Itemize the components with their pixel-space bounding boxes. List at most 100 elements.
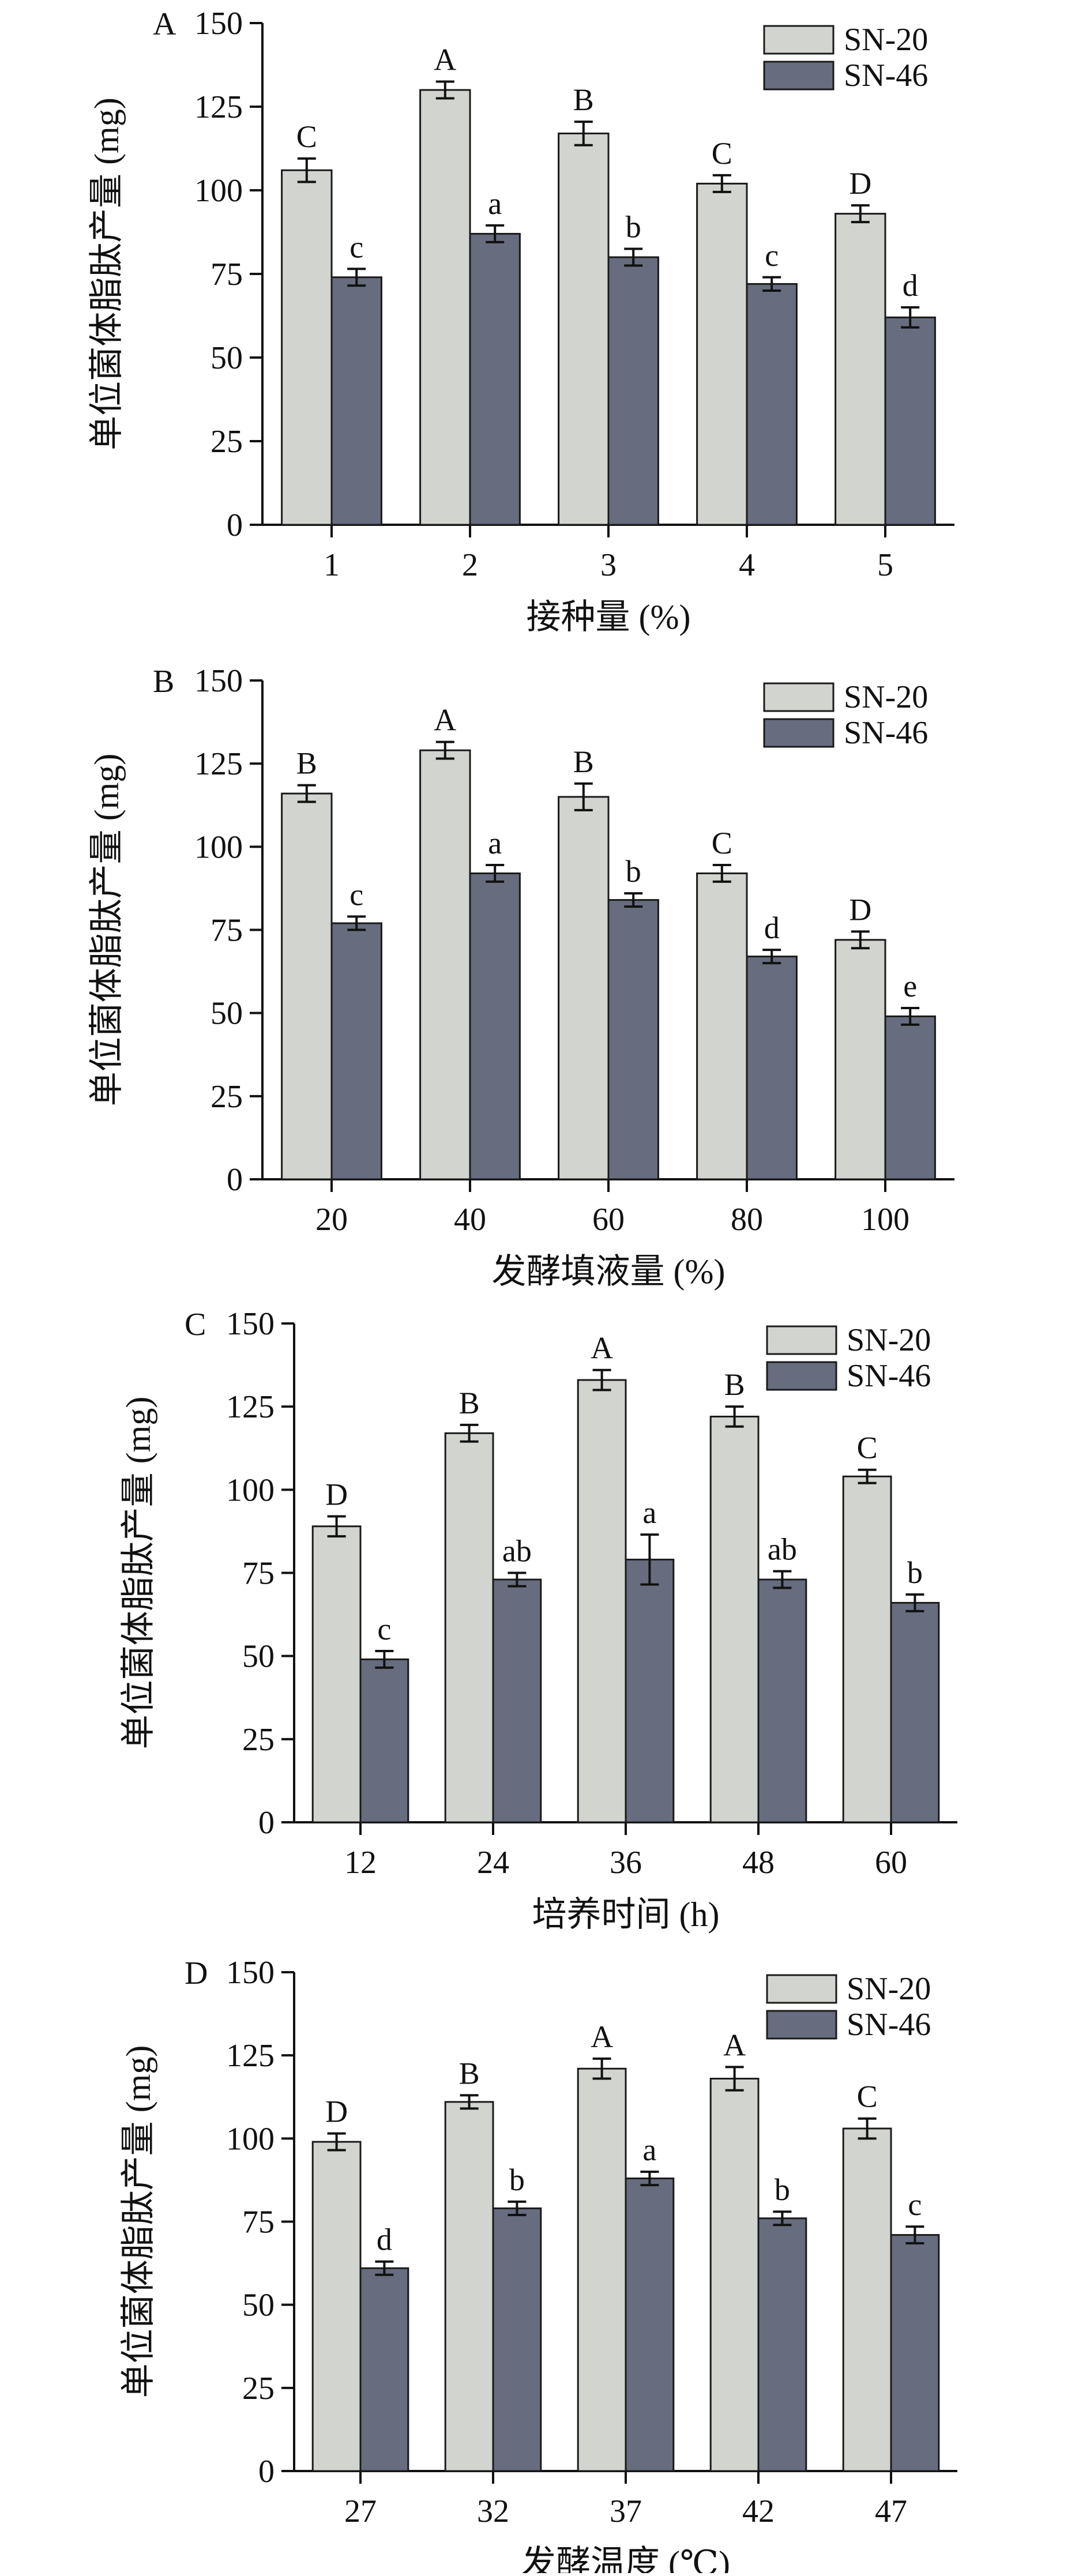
x-tick-label: 80 (731, 1202, 763, 1238)
y-tick-label: 150 (194, 6, 243, 42)
bar-sn-20 (444, 2101, 494, 2472)
legend-swatch (763, 718, 835, 748)
x-tick-label: 2 (462, 547, 478, 583)
chart-panel-A: 0 25 50 75 100 125 150 1 Cc 2 Aa 3 Bb 4 Cc 5 Dd A 接种量 (%) 单… (88, 6, 954, 636)
y-tick-label: 100 (194, 829, 243, 865)
x-tick-label: 37 (610, 2494, 642, 2529)
bar-sn-46 (607, 256, 659, 526)
significance-label: c (765, 238, 779, 273)
x-tick-label: 100 (861, 1202, 909, 1238)
chart-panel-D: 0 25 50 75 100 125 150 27 Dd 32 Bb 37 Aa 42 Ab 47 Cc D 发酵温… (119, 1955, 957, 2576)
legend-label: SN-46 (847, 2007, 931, 2043)
bar-sn-46 (757, 2217, 807, 2472)
bar-sn-20 (835, 939, 886, 1180)
y-tick-label: 100 (226, 2121, 275, 2157)
bar-sn-46 (359, 1658, 409, 1823)
x-tick-label: 36 (610, 1845, 642, 1881)
significance-label: C (296, 119, 317, 154)
legend-label: SN-46 (847, 1358, 931, 1394)
significance-label: ab (768, 1532, 797, 1567)
legend-swatch (763, 25, 835, 55)
y-tick-label: 125 (226, 1389, 275, 1425)
y-tick-label: 75 (211, 913, 243, 949)
x-tick-label: 5 (877, 547, 893, 583)
bar-sn-46 (757, 1578, 807, 1823)
bar-sn-46 (884, 1015, 936, 1180)
significance-label: b (509, 2163, 525, 2197)
x-axis-title: 培养时间 (h) (532, 1896, 720, 1934)
y-tick-label: 125 (226, 2038, 275, 2074)
bar-sn-46 (746, 283, 798, 526)
significance-label: B (573, 82, 594, 117)
y-tick-label: 25 (211, 424, 243, 460)
y-tick-label: 0 (258, 2454, 275, 2489)
significance-label: e (903, 969, 917, 1003)
bar-sn-20 (311, 2141, 362, 2472)
y-tick-label: 25 (211, 1079, 243, 1115)
y-tick-label: 100 (194, 173, 243, 209)
significance-label: b (907, 1555, 923, 1590)
bar-sn-20 (696, 182, 748, 526)
y-tick-label: 50 (242, 2288, 275, 2323)
bar-sn-20 (835, 213, 886, 526)
legend-swatch (766, 1361, 837, 1391)
significance-label: c (349, 877, 363, 912)
panel-letter: A (153, 6, 176, 42)
bar-sn-20 (577, 2067, 627, 2472)
significance-label: b (775, 2172, 790, 2207)
significance-label: C (712, 826, 732, 860)
bar-sn-20 (311, 1525, 362, 1823)
significance-label: d (764, 911, 780, 945)
significance-label: c (377, 1612, 391, 1646)
bar-sn-20 (842, 1475, 892, 1823)
bar-sn-20 (281, 792, 333, 1180)
bar-sn-20 (558, 796, 610, 1180)
chart-panel-C: 0 25 50 75 100 125 150 12 Dc 24 Bab 36 Aa 48 Bab 60 Cb C 培… (119, 1306, 957, 1934)
y-tick-label: 150 (226, 1306, 275, 1342)
bar-sn-46 (359, 2267, 409, 2472)
x-tick-label: 48 (742, 1845, 775, 1881)
y-tick-label: 125 (194, 746, 243, 782)
significance-label: B (296, 746, 317, 781)
panel-letter: B (153, 664, 174, 700)
x-axis-title: 接种量 (%) (527, 598, 691, 636)
x-tick-label: 40 (454, 1202, 486, 1238)
y-tick-label: 0 (227, 1162, 243, 1198)
x-tick-label: 12 (344, 1845, 377, 1881)
significance-label: c (908, 2187, 922, 2222)
significance-label: A (723, 2028, 746, 2062)
x-tick-label: 42 (742, 2494, 775, 2529)
bar-sn-46 (890, 1601, 940, 1823)
panel-letter: C (185, 1307, 206, 1342)
y-tick-label: 75 (211, 257, 243, 292)
x-tick-label: 1 (324, 547, 340, 583)
y-tick-label: 75 (242, 1556, 275, 1592)
y-tick-label: 150 (226, 1955, 275, 1991)
significance-label: A (591, 2020, 613, 2054)
y-tick-label: 75 (242, 2205, 275, 2240)
x-axis-title: 发酵温度 (℃) (521, 2544, 730, 2573)
bar-sn-46 (469, 232, 521, 526)
x-tick-label: 32 (477, 2494, 509, 2529)
legend-swatch (763, 61, 835, 91)
bar-sn-20 (558, 132, 610, 526)
significance-label: a (488, 826, 502, 860)
y-tick-label: 0 (227, 507, 243, 543)
x-tick-label: 4 (739, 547, 755, 583)
y-tick-label: 0 (258, 1805, 275, 1841)
bar-sn-46 (330, 922, 382, 1180)
significance-label: D (325, 1477, 348, 1511)
bar-sn-46 (492, 1578, 542, 1823)
y-tick-label: 100 (226, 1472, 275, 1508)
significance-label: B (573, 744, 594, 779)
legend-swatch (766, 2010, 837, 2040)
y-tick-label: 25 (242, 2371, 275, 2406)
significance-label: C (712, 136, 732, 171)
x-tick-label: 24 (477, 1845, 509, 1881)
bar-sn-20 (419, 749, 471, 1180)
legend-label: SN-46 (844, 715, 928, 751)
bar-sn-20 (709, 1415, 760, 1823)
y-tick-label: 50 (211, 996, 243, 1032)
bar-sn-46 (607, 899, 659, 1180)
